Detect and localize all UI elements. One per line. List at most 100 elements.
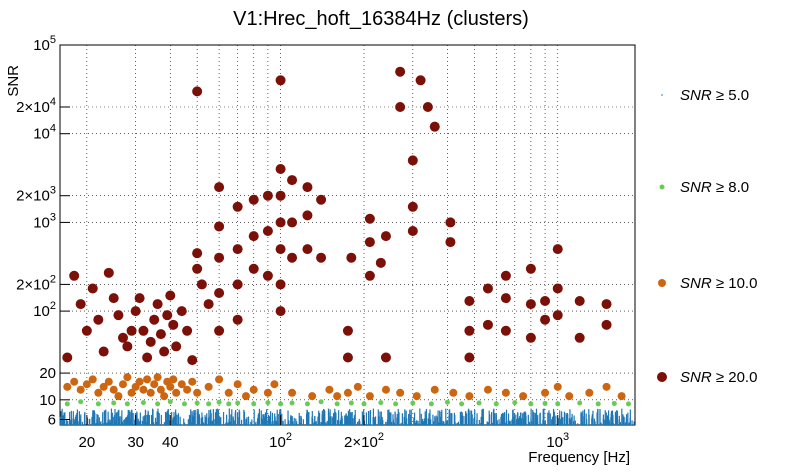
grid-lines — [60, 45, 635, 425]
series-2-point — [160, 392, 169, 401]
series-2-point — [204, 382, 213, 391]
series-3-point — [574, 332, 585, 343]
series-3-point — [429, 121, 440, 132]
series-1-point — [194, 400, 200, 406]
series-3-point — [248, 194, 259, 205]
x-tick-label: 20 — [79, 434, 96, 451]
series-3-point — [98, 346, 109, 357]
series-3-point — [525, 299, 536, 310]
series-3-point — [380, 231, 391, 242]
series-3-point — [302, 182, 313, 193]
series-3-point — [302, 210, 313, 221]
series-1-point — [512, 400, 518, 406]
series-1-point — [181, 401, 187, 407]
series-3-point — [552, 283, 563, 294]
series-1-point — [577, 400, 583, 406]
chart-title: V1:Hrec_hoft_16384Hz (clusters) — [233, 8, 529, 30]
series-3-point — [62, 352, 73, 363]
series-2-point — [449, 388, 458, 397]
y-tick-label: 20 — [39, 365, 56, 382]
series-2-point — [365, 392, 374, 401]
series-3-point — [346, 252, 357, 263]
series-2-point — [177, 380, 186, 389]
series-1-point — [493, 401, 499, 407]
series-3-point — [75, 299, 86, 310]
series-3-point — [364, 270, 375, 281]
series-2-point — [150, 380, 159, 389]
series-3-point — [87, 283, 98, 294]
series-1-point — [528, 401, 534, 407]
legend-label: SNR ≥ 8.0 — [680, 179, 749, 196]
series-3-point — [275, 217, 286, 228]
series-1-point — [64, 401, 70, 407]
series-3-point — [214, 252, 225, 263]
series-1-point — [611, 400, 617, 406]
series-1-point — [124, 401, 130, 407]
series-3-point — [482, 319, 493, 330]
series-3-point — [525, 332, 536, 343]
series-2-point — [166, 382, 175, 391]
plot-frame — [59, 44, 636, 426]
series-3-point — [214, 182, 225, 193]
series-3-point — [171, 341, 182, 352]
series-1-point — [334, 401, 340, 407]
legend-label: SNR ≥ 20.0 — [680, 369, 757, 386]
series-2-point — [94, 388, 103, 397]
series-3-point — [422, 102, 433, 113]
series-3-point — [302, 244, 313, 255]
series-1-point — [140, 400, 146, 406]
y-tick-label: 103 — [33, 211, 56, 231]
series-3-point — [407, 155, 418, 166]
series-2-point — [233, 380, 242, 389]
series-2-point — [104, 377, 113, 386]
series-3-point — [187, 355, 198, 366]
series-2-point — [249, 385, 258, 394]
series-2-point — [127, 388, 136, 397]
legend: SNR ≥ 5.0 SNR ≥ 8.0 SNR ≥ 10.0 SNR ≥ 20.0 — [657, 87, 757, 386]
series-1-point — [155, 401, 161, 407]
series-3-point — [113, 310, 124, 321]
series-1-point — [318, 399, 324, 405]
series-2-point — [263, 388, 272, 397]
series-1-point — [78, 399, 84, 405]
x-axis-ticks: 20 30 40 102 2×102 103 — [79, 415, 569, 451]
series-3-point — [500, 270, 511, 281]
series-3-point — [145, 336, 156, 347]
series-3-point — [138, 325, 149, 336]
series-2-point — [465, 392, 474, 401]
series-3-point — [81, 325, 92, 336]
series-3-point — [232, 201, 243, 212]
series-2-point — [565, 392, 574, 401]
series-2-point — [353, 382, 362, 391]
series-3-point — [275, 306, 286, 317]
series-2-point — [325, 385, 334, 394]
series-3-point — [155, 329, 166, 340]
series-2-point — [114, 392, 123, 401]
y-tick-label: 104 — [33, 123, 56, 143]
series-2-point — [76, 385, 85, 394]
series-3-point — [142, 352, 153, 363]
series-2-point — [270, 380, 279, 389]
x-tick-label: 103 — [546, 431, 569, 451]
series-3-point — [232, 314, 243, 325]
x-tick-label: 2×102 — [344, 431, 384, 451]
series-2-point — [183, 385, 192, 394]
series-3-point — [540, 295, 551, 306]
y-tick-label: 2×103 — [16, 185, 56, 205]
series-3-point — [168, 319, 179, 330]
series-3-point — [482, 283, 493, 294]
y-tick-label: 10 — [39, 392, 56, 409]
series-1-point — [95, 401, 101, 407]
y-axis-ticks: 6 10 20 102 2×102 103 2×103 104 2×104 105 — [16, 34, 70, 428]
series-2-point — [172, 388, 181, 397]
series-3-point — [287, 175, 298, 186]
legend-marker — [658, 279, 666, 287]
series-2-point — [224, 388, 233, 397]
series-3-point — [232, 244, 243, 255]
series-3-point — [540, 314, 551, 325]
series-3-point — [275, 279, 286, 290]
legend-marker — [659, 184, 665, 190]
series-3-point — [275, 190, 286, 201]
series-2-point — [188, 377, 197, 386]
